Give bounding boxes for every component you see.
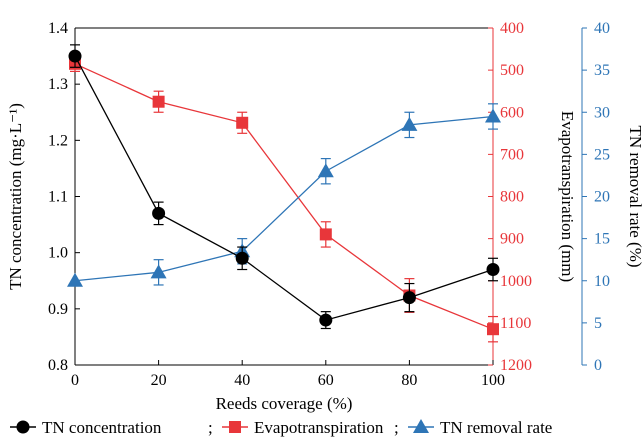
data-point [67, 272, 83, 287]
legend-item: Evapotranspiration; [222, 418, 399, 437]
tn-removal-tick-label: 20 [594, 189, 610, 206]
evapotranspiration-tick-label: 1200 [500, 357, 532, 374]
series-tn-concentration [68, 44, 500, 330]
legend-marker [229, 421, 241, 433]
labels-layer: 0 20 40 60 80 1000.80.91.01.11.21.31.4 4005006… [6, 20, 643, 413]
evapotranspiration-tick-label: 900 [500, 231, 524, 248]
tn-removal-tick-label: 25 [594, 146, 610, 163]
x-tick-label: 100 [481, 372, 505, 389]
evapotranspiration-tick-label: 1100 [500, 315, 531, 332]
legend-marker [413, 419, 429, 433]
data-point [152, 95, 165, 108]
data-point [401, 116, 418, 131]
series-line [74, 55, 494, 321]
evapotranspiration-tick-label: 500 [500, 62, 524, 79]
legend-label: Evapotranspiration [254, 418, 384, 437]
legend-item: TN concentration; [10, 418, 213, 437]
data-point [152, 206, 166, 220]
tn-removal-tick-label: 40 [594, 20, 610, 37]
legend: TN concentration; Evapotranspiration; TN r… [10, 418, 552, 437]
data-point [236, 116, 249, 129]
data-point [487, 323, 499, 336]
left-tick-label: 1.2 [48, 132, 68, 149]
left-axis-title: TN concentration (mg·L⁻¹) [6, 103, 25, 290]
data-point [68, 49, 82, 63]
legend-separator: ; [394, 418, 399, 437]
evapotranspiration-axis-title: Evapotranspiration (mm) [558, 111, 577, 282]
left-tick-label: 0.9 [48, 301, 68, 318]
data-point [402, 291, 416, 305]
legend-marker [16, 420, 30, 434]
evapotranspiration-tick-label: 1000 [500, 273, 532, 290]
tn-removal-tick-label: 0 [594, 357, 602, 374]
x-tick-label: 60 [318, 372, 334, 389]
data-point [319, 228, 332, 241]
data-point [486, 263, 500, 277]
evapotranspiration-tick-label: 600 [500, 104, 524, 121]
tn-removal-tick-label: 10 [594, 273, 610, 290]
legend-item: TN removal rate [408, 418, 552, 437]
left-tick-label: 1.4 [48, 20, 68, 37]
series-line [74, 115, 494, 282]
evapotranspiration-tick-label: 800 [500, 189, 524, 206]
tn-removal-tick-label: 30 [594, 104, 610, 121]
data-point [317, 163, 334, 178]
x-tick-label: 40 [234, 372, 250, 389]
tn-removal-tick-label: 15 [594, 231, 610, 248]
data-point [150, 264, 167, 279]
left-tick-label: 1.1 [48, 189, 68, 206]
x-tick-label: 80 [401, 372, 417, 389]
legend-label: TN removal rate [440, 418, 552, 437]
left-tick-label: 1.3 [48, 76, 68, 93]
legend-separator: ; [208, 418, 213, 437]
series-evapotranspiration [69, 55, 499, 343]
data-point [485, 108, 501, 123]
data-point [235, 251, 249, 265]
legend-label: TN concentration [42, 418, 162, 437]
left-tick-label: 1.0 [48, 245, 68, 262]
left-tick-label: 0.8 [48, 357, 68, 374]
series-line [74, 63, 494, 330]
x-axis-title: Reeds coverage (%) [216, 394, 353, 413]
x-tick-label: 20 [151, 372, 167, 389]
evapotranspiration-tick-label: 700 [500, 146, 524, 163]
evapotranspiration-tick-label: 400 [500, 20, 524, 37]
data-point [319, 313, 333, 327]
tn-removal-axis-title: TN removal rate (%) [626, 125, 643, 267]
series-layer [67, 44, 501, 343]
tn-removal-tick-label: 5 [594, 315, 602, 332]
tn-removal-tick-label: 35 [594, 62, 610, 79]
series-tn-removal-rate [67, 103, 501, 287]
x-tick-label: 0 [71, 372, 79, 389]
